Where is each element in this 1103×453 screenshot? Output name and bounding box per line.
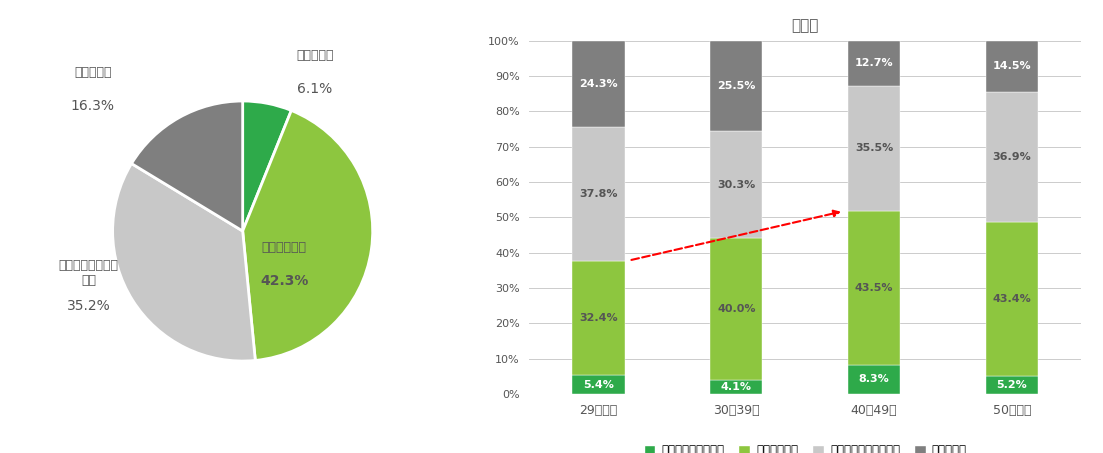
Text: 満足している: 満足している	[261, 241, 307, 254]
Bar	[848, 41, 900, 86]
Text: 14.5%: 14.5%	[993, 62, 1031, 72]
Bar	[710, 41, 762, 131]
Bar	[986, 222, 1038, 376]
Bar	[986, 92, 1038, 222]
Text: 36.9%: 36.9%	[993, 152, 1031, 162]
Bar	[572, 375, 624, 394]
Title: 年齢別: 年齢別	[792, 18, 818, 33]
Text: どちらかというと
不満: どちらかというと 不満	[58, 259, 118, 287]
Bar	[572, 260, 624, 375]
Text: 35.2%: 35.2%	[66, 299, 110, 313]
Text: 37.8%: 37.8%	[579, 189, 618, 199]
Bar	[848, 211, 900, 365]
Bar	[986, 376, 1038, 394]
Text: 24.3%: 24.3%	[579, 79, 618, 89]
Text: 35.5%: 35.5%	[855, 143, 893, 154]
Bar	[848, 86, 900, 211]
Text: 25.5%: 25.5%	[717, 81, 756, 91]
Text: 8.3%: 8.3%	[859, 375, 889, 385]
Text: 5.4%: 5.4%	[583, 380, 613, 390]
Bar	[572, 127, 624, 260]
Legend: とても満足している, 満足している, どちらかというと不満, かなり不満: とても満足している, 満足している, どちらかというと不満, かなり不満	[639, 439, 972, 453]
Bar	[710, 131, 762, 238]
Wedge shape	[131, 101, 243, 231]
Wedge shape	[113, 164, 255, 361]
Wedge shape	[243, 101, 291, 231]
Text: 4.1%: 4.1%	[720, 382, 752, 392]
Text: 30.3%: 30.3%	[717, 180, 756, 190]
Bar	[710, 238, 762, 380]
Text: 16.3%: 16.3%	[71, 99, 115, 113]
Bar	[848, 365, 900, 394]
Text: 40.0%: 40.0%	[717, 304, 756, 314]
Text: 42.3%: 42.3%	[260, 274, 309, 288]
Text: かなり不満: かなり不満	[74, 66, 111, 79]
Text: とても満足: とても満足	[297, 49, 334, 63]
Bar	[986, 41, 1038, 92]
Text: 43.5%: 43.5%	[855, 283, 893, 293]
Bar	[572, 41, 624, 127]
Wedge shape	[243, 111, 373, 361]
Text: 12.7%: 12.7%	[855, 58, 893, 68]
Bar	[710, 380, 762, 394]
Text: 32.4%: 32.4%	[579, 313, 618, 323]
Text: 43.4%: 43.4%	[993, 294, 1031, 304]
Text: 5.2%: 5.2%	[997, 380, 1027, 390]
Text: 6.1%: 6.1%	[297, 82, 332, 96]
